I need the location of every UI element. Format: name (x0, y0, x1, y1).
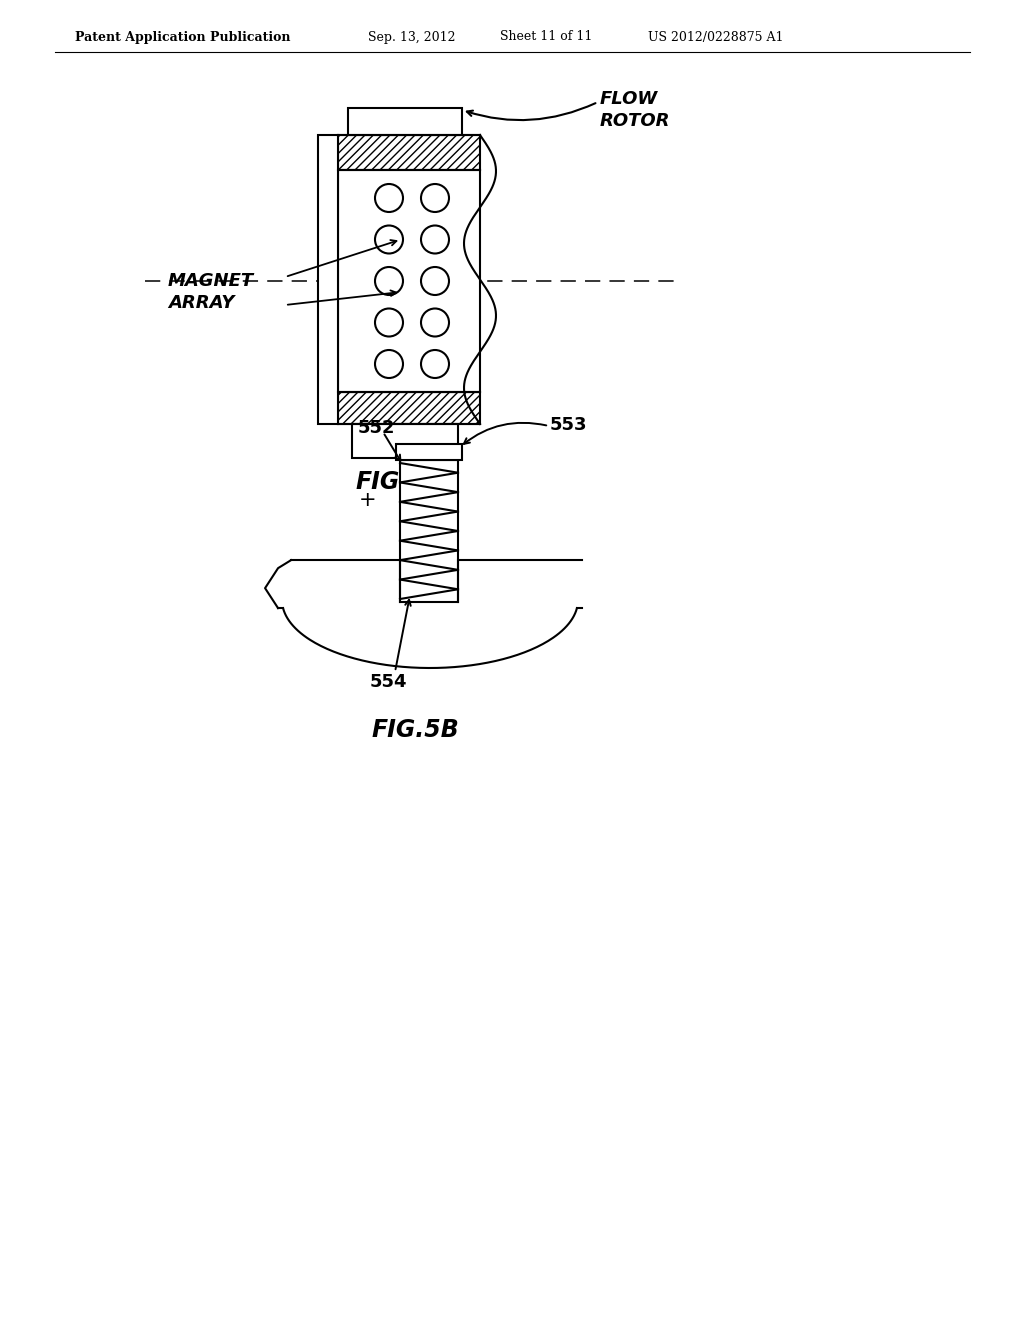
Text: Sheet 11 of 11: Sheet 11 of 11 (500, 30, 592, 44)
Text: FIG.5B: FIG.5B (371, 718, 459, 742)
Text: 553: 553 (550, 416, 588, 434)
Bar (318, 135, 338, 424)
Bar (400, 459, 458, 602)
Text: Sep. 13, 2012: Sep. 13, 2012 (368, 30, 456, 44)
Bar (338, 392, 480, 424)
Bar (352, 424, 458, 458)
Text: FLOW
ROTOR: FLOW ROTOR (600, 90, 671, 131)
Text: -: - (364, 548, 373, 572)
Bar (338, 135, 480, 170)
Text: 554: 554 (370, 673, 408, 690)
Text: MAGNET
ARRAY: MAGNET ARRAY (168, 272, 254, 312)
Bar (338, 170, 480, 392)
Text: 552: 552 (358, 418, 395, 437)
Text: Patent Application Publication: Patent Application Publication (75, 30, 291, 44)
Bar (396, 444, 462, 459)
Bar (348, 108, 462, 135)
Text: +: + (359, 490, 377, 510)
Text: FIG.5A: FIG.5A (356, 470, 444, 494)
Text: US 2012/0228875 A1: US 2012/0228875 A1 (648, 30, 783, 44)
